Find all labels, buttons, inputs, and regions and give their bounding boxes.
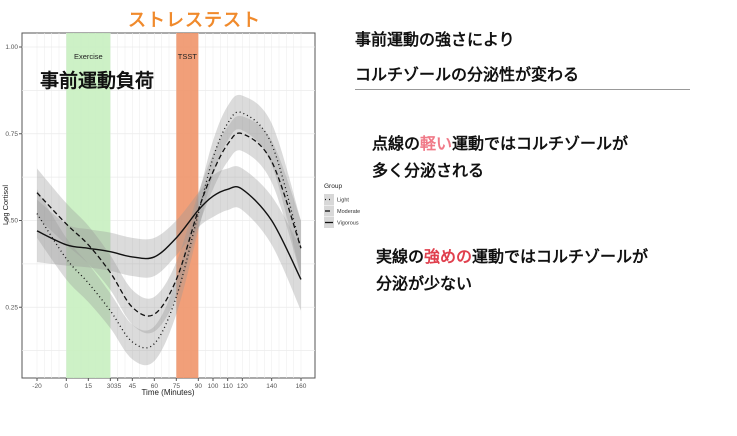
heading-line2: コルチゾールの分泌性が変わる (355, 65, 580, 84)
line-moderate (36, 132, 302, 317)
light-exercise-note: 点線の軽い運動ではコルチゾールが 多く分泌される (372, 130, 628, 184)
annotation-bands: Exercise TSST (66, 33, 199, 378)
ribbon-moderate (37, 115, 301, 334)
legend-label: Moderate (337, 209, 360, 215)
ribbon-vigorous (37, 166, 301, 311)
x-tick-label: 30 (107, 383, 115, 390)
stress-test-title: ストレステスト (128, 10, 261, 31)
x-tick-label: 160 (296, 383, 307, 390)
legend: Group Light Moderate Vigorous (324, 183, 360, 228)
highlight-strong: 強めの (424, 247, 473, 266)
highlight-light: 軽い (420, 134, 453, 153)
y-axis-title: Log Cortisol (1, 185, 10, 225)
legend-label: Light (337, 198, 349, 204)
preload-label: 事前運動負荷 (40, 70, 155, 92)
confidence-ribbons (37, 94, 301, 366)
band-exercise (66, 33, 111, 378)
line-light (36, 111, 302, 349)
x-tick-label: 35 (114, 383, 122, 390)
y-tick-label: 0.50 (5, 218, 18, 225)
x-tick-label: 140 (266, 383, 277, 390)
band-label: TSST (178, 52, 198, 61)
divider (355, 89, 690, 90)
note-text: 運動ではコルチゾールが (472, 247, 649, 266)
note-text: 多く分泌される (372, 161, 485, 180)
band-tsst (176, 33, 199, 378)
y-tick-label: 1.00 (5, 44, 18, 51)
x-tick-label: 0 (65, 383, 69, 390)
heading-line1: 事前運動の強さにより (355, 30, 515, 49)
note-text: 実線の (376, 247, 425, 266)
note-text: 点線の (372, 134, 421, 153)
vigorous-exercise-note: 実線の強めの運動ではコルチゾールが 分泌が少ない (376, 243, 648, 297)
x-tick-label: 120 (237, 383, 248, 390)
x-tick-label: 110 (222, 383, 233, 390)
x-tick-label: 15 (85, 383, 93, 390)
legend-title: Group (324, 183, 342, 190)
x-tick-label: 90 (195, 383, 203, 390)
legend-label: Vigorous (337, 221, 359, 227)
axes: -20 0 15 30 35 45 60 75 90 100 110 120 140 160 0.25 0.5… (1, 44, 307, 397)
note-text: 分泌が少ない (376, 274, 473, 293)
note-text: 運動ではコルチゾールが (452, 134, 629, 153)
series-lines (36, 111, 302, 349)
x-axis-title: Time (Minutes) (141, 388, 194, 397)
band-label: Exercise (74, 52, 103, 61)
line-vigorous (36, 185, 302, 280)
x-tick-label: 75 (173, 383, 181, 390)
x-tick-label: 100 (208, 383, 219, 390)
x-tick-label: 60 (151, 383, 159, 390)
y-tick-label: 0.25 (5, 304, 18, 311)
y-tick-label: 0.75 (5, 131, 18, 138)
x-tick-label: -20 (32, 383, 42, 390)
ribbon-light (37, 94, 301, 366)
x-tick-label: 45 (129, 383, 137, 390)
